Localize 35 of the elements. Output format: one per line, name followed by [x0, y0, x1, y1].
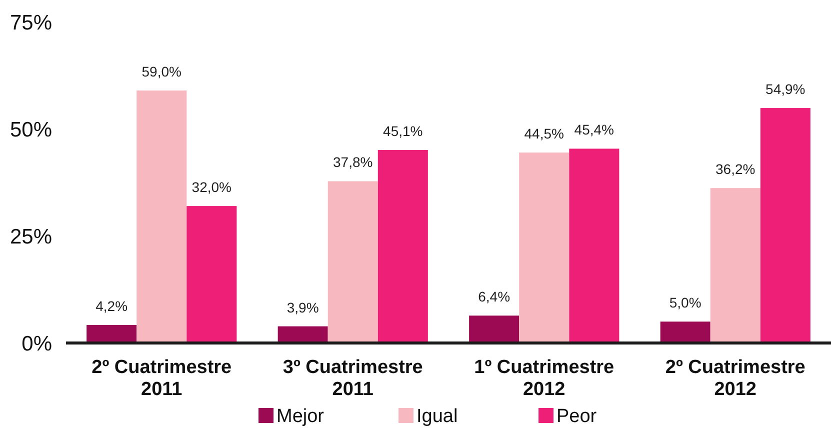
- data-label: 59,0%: [142, 63, 182, 80]
- bar: [278, 326, 328, 343]
- data-label: 3,9%: [286, 299, 319, 316]
- y-tick-label: 50%: [10, 118, 52, 142]
- bar: [86, 325, 137, 343]
- x-tick-label: 1º Cuatrimestre 2012: [474, 357, 614, 400]
- bar: [136, 90, 187, 343]
- data-label: 32,0%: [192, 179, 232, 196]
- legend-label: Mejor: [276, 406, 325, 427]
- bar: [519, 152, 570, 343]
- x-tick-label: 2º Cuatrimestre 2011: [92, 357, 232, 400]
- data-label: 4,2%: [96, 298, 128, 314]
- y-tick-label: 0%: [22, 332, 52, 356]
- x-tick-label: 2º Cuatrimestre 2012: [665, 357, 806, 400]
- data-label: 5,0%: [669, 294, 702, 311]
- x-tick-label: 3º Cuatrimestre 2011: [282, 357, 423, 400]
- data-label: 45,1%: [383, 122, 423, 139]
- data-label: 54,9%: [766, 81, 806, 98]
- y-tick-label: 75%: [10, 11, 52, 34]
- bar: [378, 150, 428, 343]
- data-label: 37,8%: [333, 154, 373, 170]
- bar: [186, 206, 237, 343]
- bar: [660, 322, 710, 343]
- bar: [469, 316, 520, 343]
- bar: [328, 181, 378, 343]
- bar: [569, 148, 620, 343]
- data-label: 44,5%: [524, 126, 564, 142]
- y-tick-label: 25%: [10, 225, 52, 248]
- legend-label: Peor: [556, 406, 598, 427]
- data-label: 45,4%: [574, 122, 614, 138]
- data-label: 36,2%: [716, 161, 756, 178]
- data-label: 6,4%: [478, 288, 510, 305]
- bar: [710, 188, 760, 343]
- bar: [760, 108, 810, 343]
- legend-label: Igual: [416, 406, 458, 427]
